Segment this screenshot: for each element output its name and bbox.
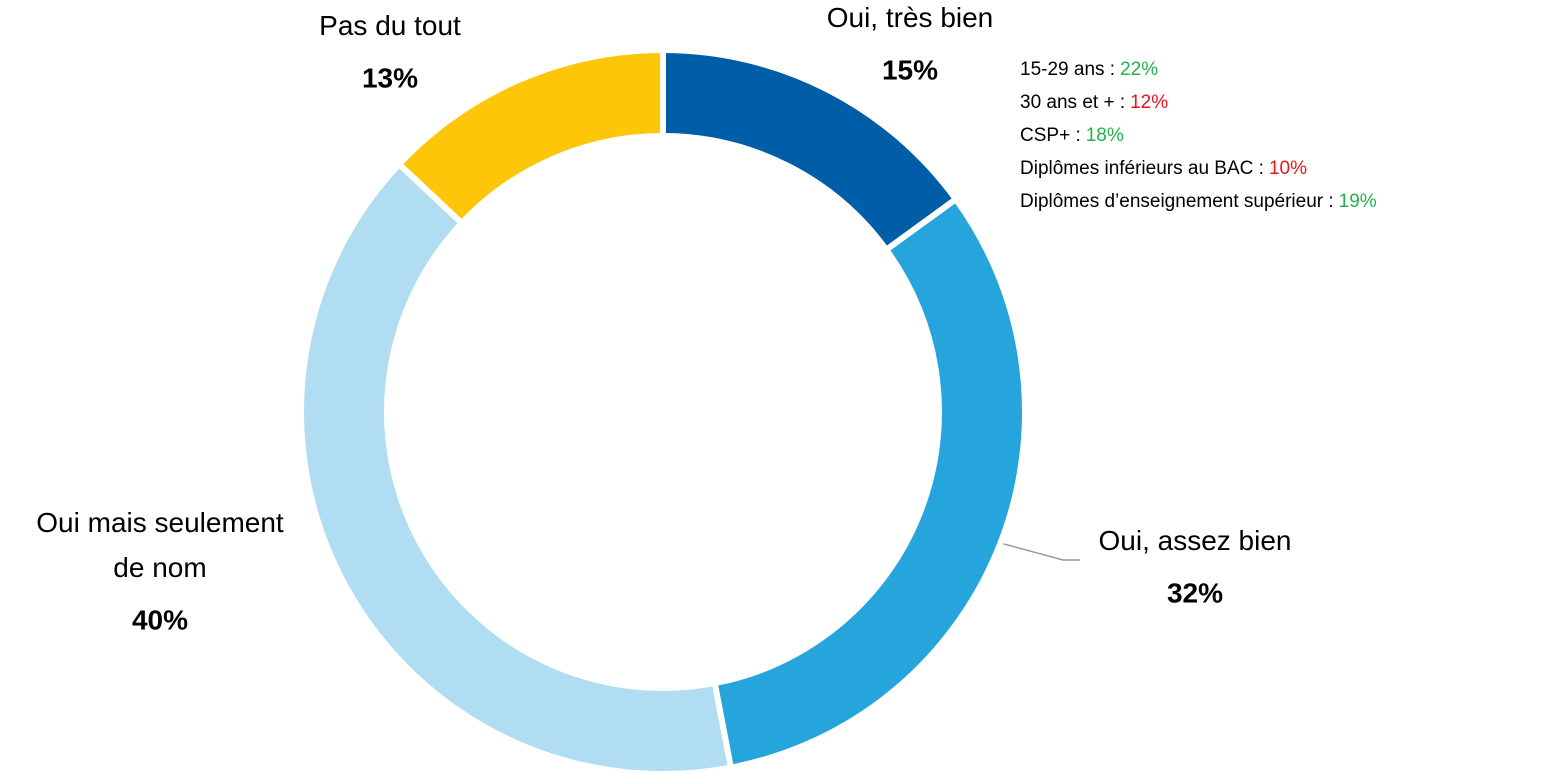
annotation: 15-29 ans :22% <box>1020 59 1158 80</box>
annotation-value: 10% <box>1269 158 1307 179</box>
annotation-label: Diplômes d’enseignement supérieur : <box>1020 191 1334 212</box>
donut-slice <box>711 195 1028 772</box>
slice-value-label: 15% <box>882 54 938 85</box>
slice-label: Oui, très bien <box>827 2 994 33</box>
slice-label: Pas du tout <box>319 10 461 41</box>
slice-label: Oui mais seulement de nom <box>36 507 284 583</box>
annotation-value: 12% <box>1130 92 1168 113</box>
annotation-label: 30 ans et + : <box>1020 92 1125 113</box>
donut-slice <box>298 159 735 774</box>
annotation-label: Diplômes inférieurs au BAC : <box>1020 158 1264 179</box>
slice-value-label: 40% <box>132 604 188 635</box>
annotation: Diplômes d’enseignement supérieur :19% <box>1020 191 1377 212</box>
annotation-label: CSP+ : <box>1020 125 1081 146</box>
annotation: CSP+ :18% <box>1020 125 1124 146</box>
donut-slice <box>394 46 666 228</box>
annotation: Diplômes inférieurs au BAC :10% <box>1020 158 1307 179</box>
slice-value-label: 32% <box>1167 577 1223 608</box>
annotation: 30 ans et + :12% <box>1020 92 1168 113</box>
annotation-label: 15-29 ans : <box>1020 59 1115 80</box>
annotation-value: 18% <box>1086 125 1124 146</box>
annotation-value: 22% <box>1120 59 1158 80</box>
slice-label: Oui, assez bien <box>1099 525 1292 556</box>
annotation-value: 19% <box>1339 191 1377 212</box>
slice-value-label: 13% <box>362 62 418 93</box>
